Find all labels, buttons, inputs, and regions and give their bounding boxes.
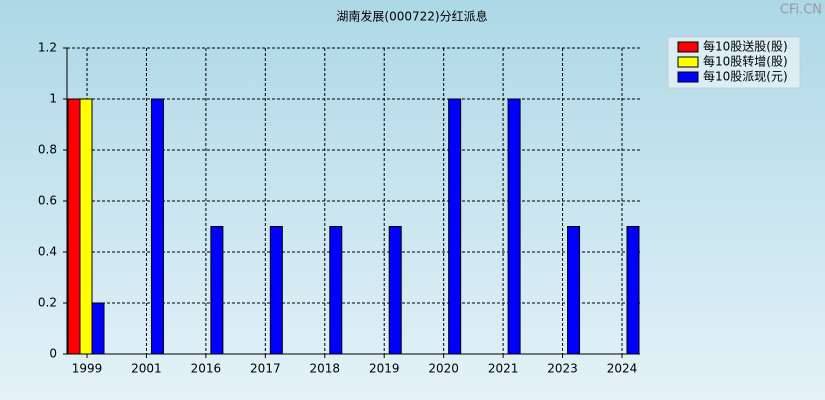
bar	[626, 226, 640, 355]
x-tick-label: 1999	[72, 362, 103, 376]
x-tick-label: 2018	[310, 362, 341, 376]
bar	[79, 98, 93, 355]
legend-label: 每10股派现(元)	[703, 69, 788, 84]
x-tick-label: 2023	[547, 362, 578, 376]
bar	[329, 226, 343, 355]
x-tick-label: 2020	[428, 362, 459, 376]
bar	[388, 226, 402, 355]
x-tick-label: 2021	[488, 362, 519, 376]
bar	[210, 226, 224, 355]
legend-label: 每10股送股(股)	[703, 39, 788, 54]
watermark: CFi.CN	[780, 3, 822, 18]
bar	[269, 226, 283, 355]
bar	[91, 302, 105, 355]
bar	[67, 98, 81, 355]
y-tick-label: 1.2	[38, 41, 57, 55]
legend-swatch	[677, 56, 699, 68]
y-tick-label: 1	[49, 92, 57, 106]
x-tick-label: 2017	[250, 362, 281, 376]
bar	[567, 226, 581, 355]
y-tick-label: 0	[49, 347, 57, 361]
x-tick-label: 2019	[369, 362, 400, 376]
legend-label: 每10股转增(股)	[703, 54, 788, 69]
y-tick-label: 0.4	[38, 245, 57, 259]
bar	[150, 98, 164, 355]
y-tick-label: 0.6	[38, 194, 57, 208]
legend-swatch	[677, 71, 699, 83]
bar	[507, 98, 521, 355]
y-tick-label: 0.8	[38, 143, 57, 157]
x-tick-label: 2001	[131, 362, 162, 376]
x-tick-label: 2016	[191, 362, 222, 376]
x-tick-label: 2024	[607, 362, 638, 376]
bar	[448, 98, 462, 355]
y-tick-label: 0.2	[38, 296, 57, 310]
chart-title: 湖南发展(000722)分红派息	[336, 9, 487, 24]
legend-swatch	[677, 41, 699, 53]
